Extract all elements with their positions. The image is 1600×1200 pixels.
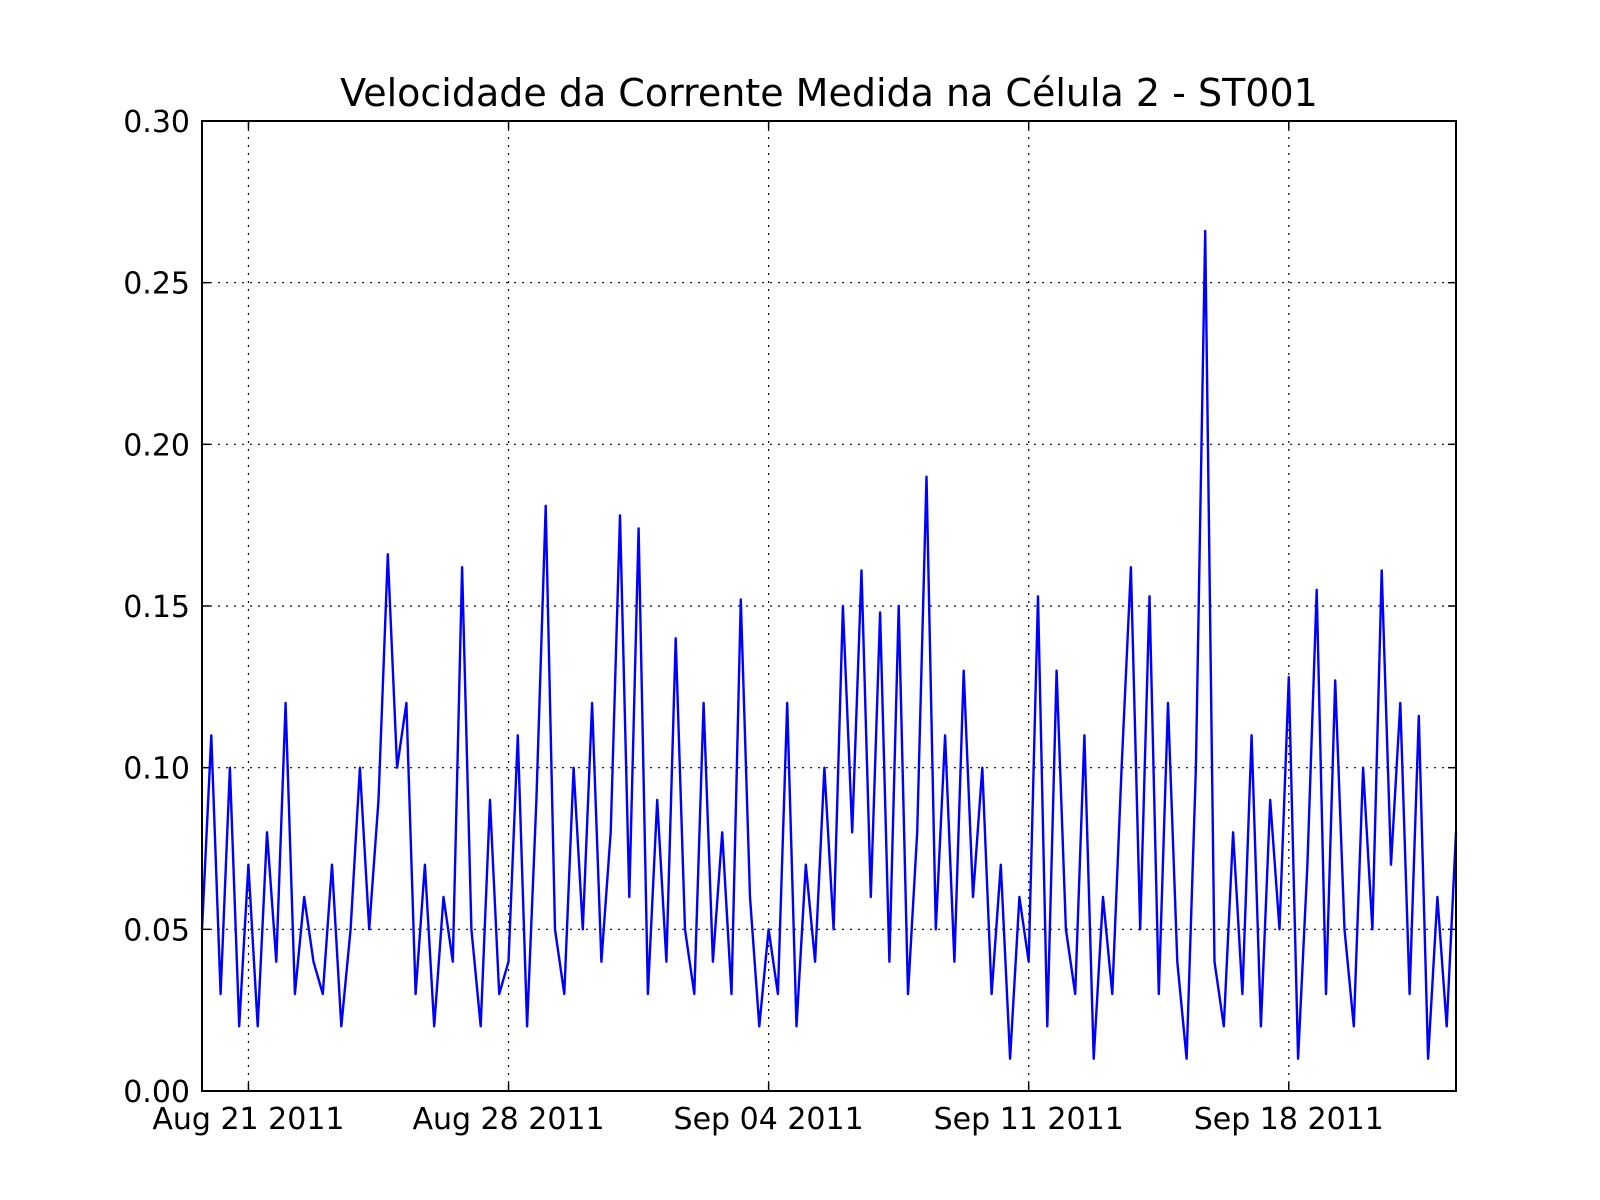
chart-title: Velocidade da Corrente Medida na Célula … xyxy=(340,71,1318,115)
y-tick-label: 0.20 xyxy=(123,428,190,463)
x-tick-label: Sep 18 2011 xyxy=(1194,1102,1384,1137)
data-line xyxy=(200,229,1458,1060)
plot-frame xyxy=(201,120,1457,1092)
y-tick-label: 0.15 xyxy=(123,590,190,625)
x-tick-label: Aug 28 2011 xyxy=(412,1102,604,1137)
y-tick-label: 0.10 xyxy=(123,752,190,787)
x-tick-label: Sep 04 2011 xyxy=(674,1102,864,1137)
x-tick-label: Aug 21 2011 xyxy=(152,1102,344,1137)
y-tick-label: 0.25 xyxy=(123,267,190,302)
y-tick-label: 0.05 xyxy=(123,913,190,948)
y-tick-label: 0.00 xyxy=(123,1075,190,1110)
x-tick-label: Sep 11 2011 xyxy=(934,1102,1124,1137)
y-tick-label: 0.30 xyxy=(123,105,190,140)
